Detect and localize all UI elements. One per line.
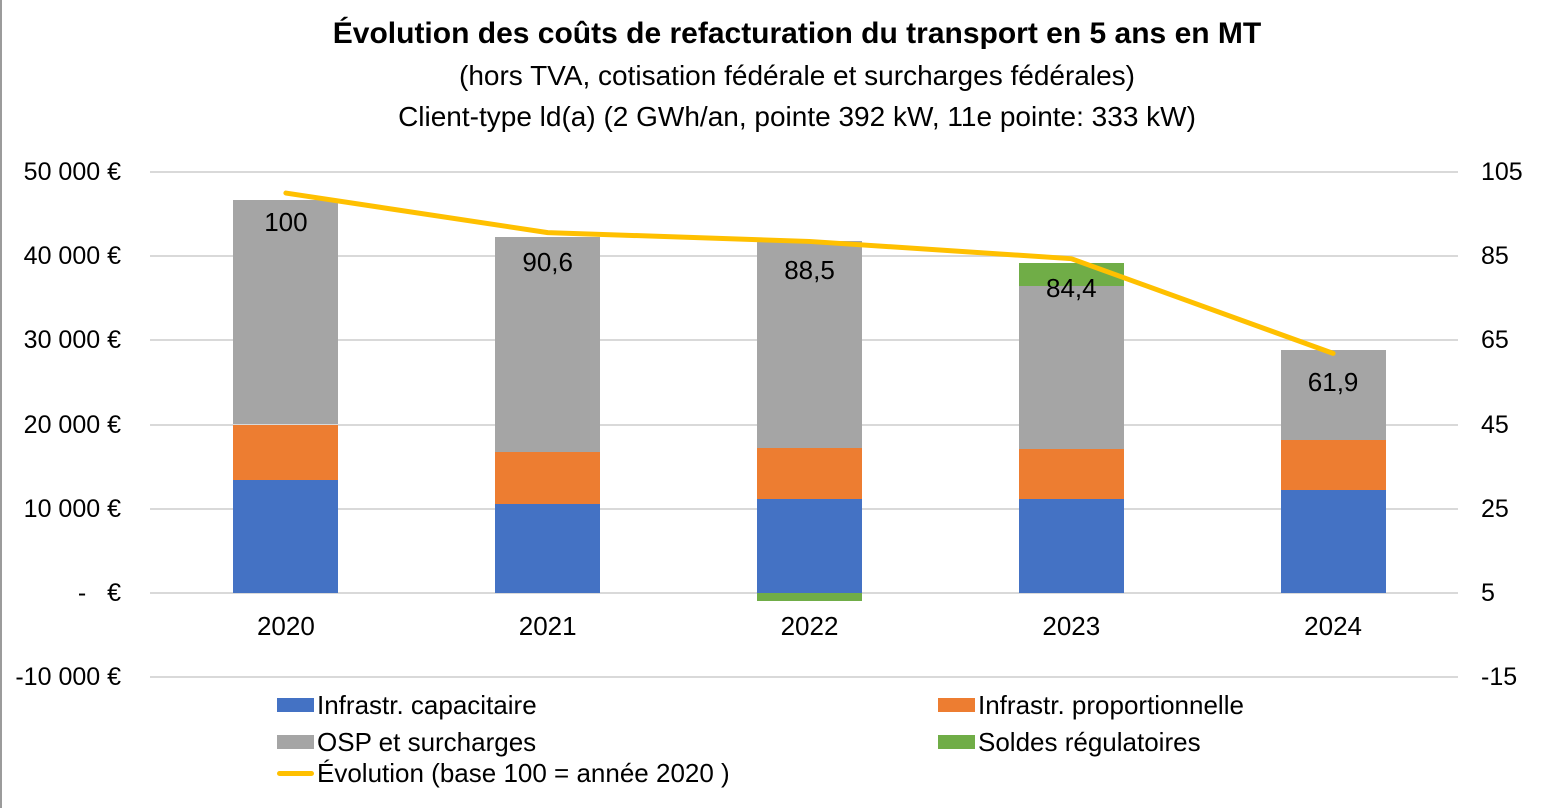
- bar-segment-osp-et-surcharges: [1018, 286, 1124, 449]
- chart-title-block: Évolution des coûts de refacturation du …: [62, 13, 1532, 137]
- y-axis-label-left: 50 000 €: [23, 158, 121, 186]
- y-axis-label-right: -15: [1481, 663, 1518, 691]
- bar-segment-infrastr-proportionnelle: [233, 424, 339, 480]
- legend-item-evolution: Évolution (base 100 = année 2020 ): [277, 757, 730, 788]
- legend-item-soldes-regulatoires: Soldes régulatoires: [938, 726, 1201, 757]
- x-axis-label-year: 2024: [1304, 611, 1363, 641]
- legend-swatch-infrastr-capacitaire: [277, 698, 314, 712]
- legend-label-evolution: Évolution (base 100 = année 2020 ): [317, 757, 730, 788]
- bar-segment-infrastr-capacitaire: [233, 479, 339, 593]
- legend-item-infrastr-proportionnelle: Infrastr. proportionnelle: [938, 689, 1244, 720]
- x-axis-label-year: 2022: [780, 611, 839, 641]
- y-axis-label-right: 25: [1481, 494, 1509, 523]
- y-axis-label-left: -10 000 €: [15, 663, 121, 691]
- y-axis-label-right: 105: [1481, 158, 1523, 186]
- y-axis-label-left: - €: [77, 578, 121, 607]
- bar-segment-infrastr-proportionnelle: [1280, 439, 1386, 491]
- evolution-data-label: 88,5: [784, 255, 835, 286]
- legend-label-infrastr-capacitaire: Infrastr. capacitaire: [317, 689, 537, 720]
- y-axis-label-right: 5: [1481, 578, 1495, 607]
- x-axis-label-year: 2023: [1042, 611, 1101, 641]
- bar-segment-infrastr-proportionnelle: [495, 451, 601, 505]
- bar-segment-osp-et-surcharges: [1280, 350, 1386, 440]
- evolution-data-label: 84,4: [1045, 272, 1097, 303]
- legend-item-infrastr-capacitaire: Infrastr. capacitaire: [277, 689, 537, 720]
- bar-segment-infrastr-capacitaire: [1280, 490, 1386, 593]
- y-axis-label-left: 20 000 €: [23, 410, 121, 439]
- y-axis-label-left: 40 000 €: [23, 242, 121, 271]
- legend-swatch-infrastr-proportionnelle: [938, 698, 975, 712]
- evolution-data-label: 90,6: [522, 246, 573, 277]
- evolution-data-label: 61,9: [1307, 367, 1359, 398]
- gridline: [150, 676, 1458, 678]
- evolution-data-label: 100: [264, 207, 308, 238]
- bar-segment-soldes-regulatoires: [757, 592, 862, 601]
- y-axis-label-left: 30 000 €: [23, 326, 121, 355]
- bar-segment-infrastr-proportionnelle: [1018, 448, 1124, 500]
- legend-label-infrastr-proportionnelle: Infrastr. proportionnelle: [978, 689, 1244, 720]
- gridline: [150, 171, 1458, 173]
- chart-subtitle-line1: (hors TVA, cotisation fédérale et surcha…: [459, 60, 1135, 91]
- legend-item-osp-et-surcharges: OSP et surcharges: [277, 726, 537, 757]
- legend-swatch-soldes-regulatoires: [938, 735, 975, 749]
- bar-segment-infrastr-capacitaire: [757, 499, 862, 593]
- bar-segment-infrastr-capacitaire: [1018, 499, 1124, 593]
- x-axis-label-year: 2020: [256, 611, 315, 641]
- y-axis-label-left: 10 000 €: [23, 494, 121, 523]
- y-axis-label-right: 45: [1481, 410, 1509, 439]
- y-axis-label-right: 65: [1481, 326, 1509, 355]
- chart-subtitle-line2: Client-type ld(a) (2 GWh/an, pointe 392 …: [398, 101, 1196, 132]
- legend-label-soldes-regulatoires: Soldes régulatoires: [978, 726, 1201, 757]
- legend-swatch-evolution-line: [277, 770, 314, 776]
- legend-label-osp-et-surcharges: OSP et surcharges: [317, 726, 537, 757]
- legend-swatch-osp-et-surcharges: [277, 735, 314, 749]
- x-axis-label-year: 2021: [518, 611, 577, 641]
- bar-segment-infrastr-capacitaire: [495, 504, 601, 593]
- bar-segment-infrastr-proportionnelle: [757, 448, 862, 500]
- chart-title: Évolution des coûts de refacturation du …: [332, 17, 1262, 50]
- y-axis-label-right: 85: [1481, 242, 1509, 271]
